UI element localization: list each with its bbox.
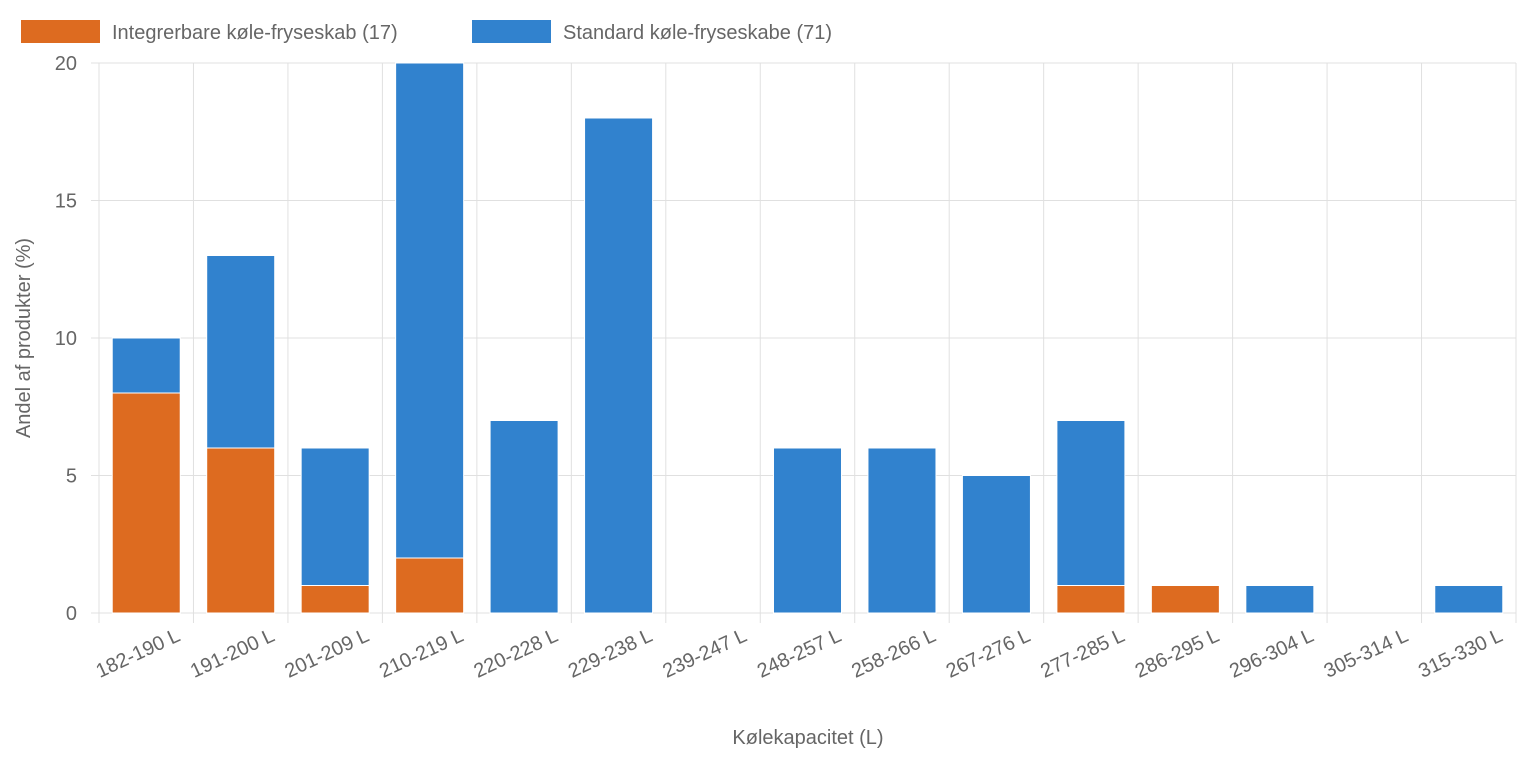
x-tick-label: 315-330 L bbox=[1415, 625, 1506, 683]
x-tick-label: 229-238 L bbox=[565, 625, 656, 683]
x-tick-label: 239-247 L bbox=[659, 625, 750, 683]
bar-standard[interactable] bbox=[111, 337, 181, 394]
y-tick-label: 20 bbox=[55, 53, 77, 75]
legend[interactable]: Integrerbare køle-fryseskab (17) Standar… bbox=[21, 20, 832, 44]
x-tick-label: 220-228 L bbox=[471, 625, 562, 683]
bar-standard[interactable] bbox=[961, 475, 1031, 614]
bar-integrerbare[interactable] bbox=[111, 392, 181, 614]
x-tick-label: 191-200 L bbox=[187, 625, 278, 683]
x-tick-label: 182-190 L bbox=[93, 625, 184, 683]
bars bbox=[111, 62, 1504, 614]
legend-swatch-integrerbare[interactable] bbox=[21, 20, 100, 43]
x-tick-label: 277-285 L bbox=[1037, 625, 1128, 683]
grid bbox=[91, 62, 1517, 623]
y-tick-label: 15 bbox=[55, 191, 77, 213]
bar-integrerbare[interactable] bbox=[1150, 585, 1220, 614]
bar-standard[interactable] bbox=[1434, 585, 1504, 614]
bar-standard[interactable] bbox=[489, 420, 559, 614]
legend-label-integrerbare[interactable]: Integrerbare køle-fryseskab (17) bbox=[112, 22, 398, 44]
x-tick-label: 305-314 L bbox=[1321, 625, 1412, 683]
bar-integrerbare[interactable] bbox=[395, 557, 465, 614]
bar-integrerbare[interactable] bbox=[300, 585, 370, 614]
bar-integrerbare[interactable] bbox=[1056, 585, 1126, 614]
bar-integrerbare[interactable] bbox=[206, 447, 276, 614]
x-tick-label: 210-219 L bbox=[376, 625, 467, 683]
x-tick-label: 201-209 L bbox=[282, 625, 373, 683]
bar-standard[interactable] bbox=[1056, 420, 1126, 586]
bar-standard[interactable] bbox=[300, 447, 370, 586]
x-tick-label: 286-295 L bbox=[1132, 625, 1223, 683]
bar-standard[interactable] bbox=[206, 255, 276, 449]
x-axis-ticks: 182-190 L 191-200 L 201-209 L 210-219 L 220-… bbox=[93, 625, 1506, 683]
bar-standard[interactable] bbox=[395, 62, 465, 559]
bar-standard[interactable] bbox=[773, 447, 842, 614]
y-tick-label: 10 bbox=[55, 328, 77, 350]
y-tick-label: 5 bbox=[66, 466, 77, 488]
x-tick-label: 248-257 L bbox=[754, 625, 845, 683]
bar-standard[interactable] bbox=[1245, 585, 1315, 614]
y-axis-title: Andel af produkter (%) bbox=[13, 238, 35, 438]
bar-standard[interactable] bbox=[584, 117, 654, 614]
legend-label-standard[interactable]: Standard køle-fryseskabe (71) bbox=[563, 22, 832, 44]
x-tick-label: 258-266 L bbox=[848, 625, 939, 683]
y-tick-label: 0 bbox=[66, 603, 77, 625]
bar-standard[interactable] bbox=[867, 447, 937, 614]
x-tick-label: 296-304 L bbox=[1226, 625, 1317, 683]
x-tick-label: 267-276 L bbox=[943, 625, 1034, 683]
legend-swatch-standard[interactable] bbox=[472, 20, 551, 43]
x-axis-title: Kølekapacitet (L) bbox=[732, 727, 883, 749]
y-axis-ticks: 0 5 10 15 20 bbox=[55, 53, 77, 625]
